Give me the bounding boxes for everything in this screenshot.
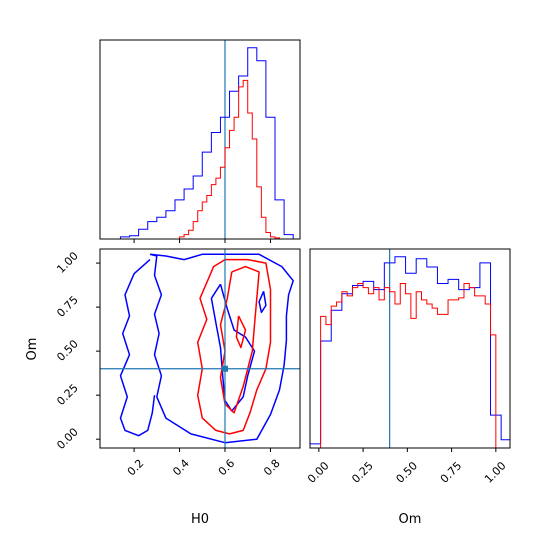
joint-x-tick-label-1: 0.4 <box>170 457 192 479</box>
joint-panel: 0.2 0.4 0.6 0.8 0.00 0.25 0.50 0.75 1.00 H0 Om <box>25 248 301 527</box>
joint-x-tick-label-3: 0.8 <box>261 457 283 479</box>
om-marginal-panel: 0.00 0.25 0.50 0.75 1.00 Om <box>305 248 511 527</box>
h0-marginal-plot-area <box>119 40 294 239</box>
h0-marginal-frame <box>99 39 301 240</box>
joint-frame <box>99 248 301 449</box>
om-marginal-x-tick-label-4: 1.00 <box>482 459 509 486</box>
om-marginal-hist-series-1 <box>320 282 497 448</box>
joint-truth-marker <box>222 365 228 372</box>
om-marginal-axis: 0.00 0.25 0.50 0.75 1.00 <box>305 448 509 486</box>
joint-contour-series-0-1 <box>119 259 156 437</box>
h0-axis-label: H0 <box>191 512 209 527</box>
joint-y-tick-label-2: 0.50 <box>54 337 81 364</box>
om-marginal-x-tick-label-3: 0.75 <box>438 459 465 486</box>
joint-contour-series-0-3 <box>258 291 267 314</box>
om-marginal-x-tick-label-0: 0.00 <box>305 459 332 486</box>
om-marginal-axis-label: Om <box>399 512 422 527</box>
joint-contour-series-1-1 <box>219 265 260 414</box>
joint-contour-series-0-2 <box>210 283 256 412</box>
joint-x-tick-label-2: 0.6 <box>216 457 238 479</box>
om-marginal-frame <box>309 248 511 449</box>
joint-y-tick-label-0: 0.00 <box>54 425 81 452</box>
h0-marginal-axis <box>133 239 271 243</box>
h0-marginal-panel <box>99 39 301 243</box>
om-axis-label: Om <box>25 338 40 361</box>
joint-contour-series-1-0 <box>196 258 272 435</box>
joint-y-tick-label-4: 1.00 <box>54 249 81 276</box>
joint-plot-area <box>100 249 300 448</box>
joint-contour-series-0-0 <box>149 253 294 444</box>
om-marginal-x-tick-label-1: 0.25 <box>349 459 376 486</box>
om-marginal-x-tick-label-2: 0.50 <box>394 459 421 486</box>
h0-marginal-hist-series-0 <box>119 47 294 239</box>
joint-x-tick-label-0: 0.2 <box>125 457 147 479</box>
h0-marginal-hist-series-1 <box>179 79 281 239</box>
joint-contour-series-1-2 <box>235 315 247 349</box>
joint-y-tick-label-3: 0.75 <box>54 293 81 320</box>
om-marginal-hist-series-0 <box>309 256 511 448</box>
om-marginal-plot-area <box>309 249 511 448</box>
joint-y-tick-label-1: 0.25 <box>54 381 81 408</box>
